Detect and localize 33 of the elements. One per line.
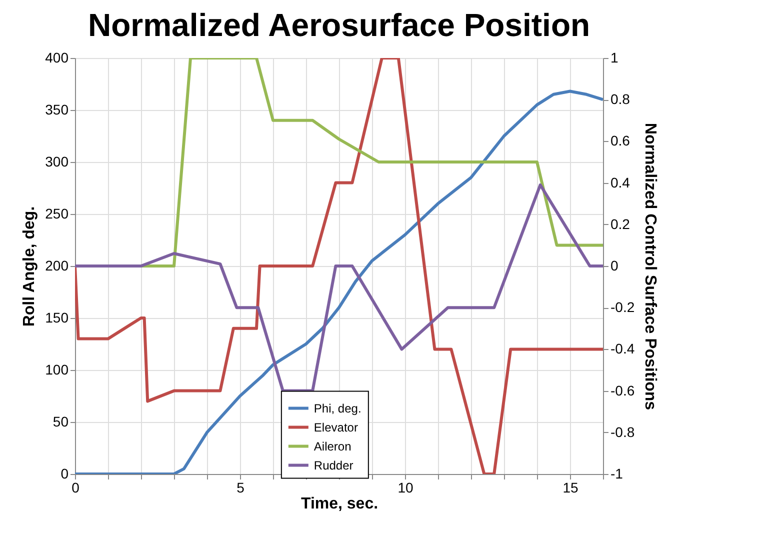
x-tick-label: 15 bbox=[562, 480, 578, 496]
x-tick-label: 5 bbox=[236, 480, 245, 496]
legend-label: Elevator bbox=[314, 420, 358, 434]
y2-tick-label: 0.8 bbox=[610, 91, 630, 108]
y2-tick-label: -0.8 bbox=[610, 424, 635, 440]
y2-tick-label: 0.4 bbox=[610, 174, 630, 190]
y-tick-label: 50 bbox=[52, 414, 69, 430]
x-tick-label: 10 bbox=[398, 480, 414, 496]
y2-tick-label: -0.4 bbox=[610, 340, 635, 357]
legend-label: Rudder bbox=[314, 458, 354, 472]
y2-axis-title: Normalized Control Surface Positions bbox=[642, 122, 659, 410]
y-tick-label: 400 bbox=[45, 50, 69, 66]
y-tick-label: 250 bbox=[45, 206, 69, 222]
legend-label: Aileron bbox=[314, 439, 352, 454]
y-tick-label: 150 bbox=[45, 310, 69, 326]
y-tick-label: 350 bbox=[45, 102, 69, 118]
y2-tick-label: -1 bbox=[610, 466, 624, 482]
y-tick-label: 300 bbox=[45, 154, 69, 170]
x-axis-title: Time, sec. bbox=[300, 496, 378, 512]
y2-tick-label: 0.6 bbox=[610, 132, 630, 149]
line-series bbox=[75, 183, 603, 392]
chart-title: Normalized Aerosurface Position bbox=[88, 7, 590, 43]
y2-tick-label: 0 bbox=[610, 258, 618, 274]
legend-label: Phi, deg. bbox=[314, 401, 362, 416]
y-axis-title: Roll Angle, deg. bbox=[21, 206, 38, 327]
y2-tick-label: 1 bbox=[610, 50, 618, 66]
y-tick-label: 100 bbox=[45, 362, 69, 378]
y-tick-label: 0 bbox=[60, 466, 69, 482]
x-tick-label: 0 bbox=[72, 480, 80, 496]
y-tick-label: 200 bbox=[45, 258, 69, 274]
y2-tick-label: -0.2 bbox=[610, 299, 635, 316]
y2-tick-label: 0.2 bbox=[610, 216, 630, 232]
y2-tick-label: -0.6 bbox=[610, 382, 635, 398]
